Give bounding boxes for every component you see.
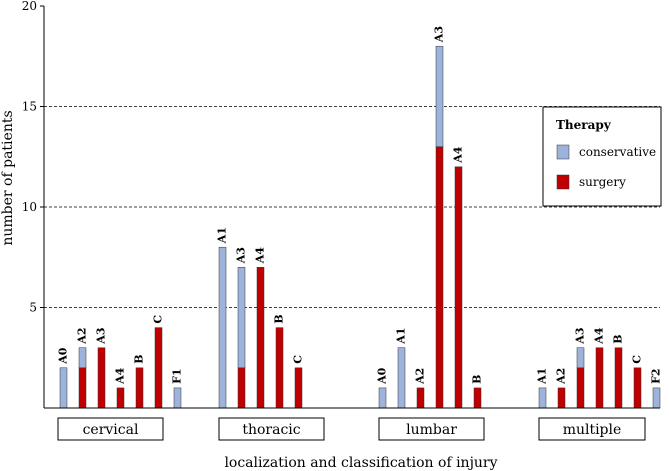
bar-segment-surgery	[237, 367, 246, 409]
bar-segment-surgery	[116, 387, 125, 409]
bar-label: A3	[433, 26, 446, 43]
bar-segment-conservative	[78, 347, 87, 369]
bar-labels: A0 A2 A3 A4 B C F1 A1 A3 A4 B C A0 A1 A2 A3 A4 B A1 A2 A3 A4 B…	[57, 26, 663, 385]
group-label: thoracic	[242, 422, 300, 438]
bar-label: C	[152, 315, 165, 324]
bar-label: A0	[57, 347, 70, 365]
bar-label: F1	[171, 368, 184, 383]
bar-label: B	[273, 314, 286, 323]
bar-segment-conservative	[435, 45, 444, 147]
x-axis-label: localization and classification of injur…	[224, 455, 497, 471]
legend-label-surgery: surgery	[579, 175, 626, 189]
bar-label: A0	[376, 367, 389, 385]
bar-label: A2	[76, 327, 89, 344]
bar-label: C	[292, 355, 305, 364]
bar-label: A3	[95, 327, 108, 344]
bar-segment-surgery	[473, 387, 482, 409]
bar-segment-surgery	[576, 367, 585, 409]
bar-segment-surgery	[633, 367, 642, 409]
bar-segment-conservative	[652, 387, 661, 409]
bar-segment-conservative	[378, 387, 387, 409]
group-label: cervical	[83, 422, 139, 438]
bar-segment-surgery	[78, 367, 87, 409]
bar-segment-surgery	[135, 367, 144, 409]
bar-segment-conservative	[59, 367, 68, 409]
bar-segment-surgery	[154, 327, 163, 409]
bar-label: B	[133, 354, 146, 363]
bar-segment-surgery	[294, 367, 303, 409]
bar-label: A4	[114, 367, 127, 385]
bar-label: A1	[395, 327, 408, 344]
bar-label: A1	[536, 368, 549, 385]
y-axis-label: number of patients	[0, 110, 16, 245]
y-tick-label: 5	[29, 301, 37, 315]
bar-label: A4	[452, 146, 465, 164]
bar-label: C	[631, 355, 644, 364]
bar-segment-surgery	[416, 387, 425, 409]
legend-title: Therapy	[556, 118, 612, 132]
bar-segment-surgery	[256, 267, 265, 409]
bar-segment-surgery	[595, 347, 604, 409]
group-labels: cervical thoracic lumbar multiple	[57, 417, 646, 441]
bar-segment-surgery	[454, 166, 463, 409]
bar-label: A4	[254, 247, 267, 265]
bar-label: A4	[593, 327, 606, 345]
bar-label: F2	[650, 368, 663, 383]
bar-segment-surgery	[97, 347, 106, 409]
group-label-box	[218, 417, 325, 441]
bar-segment-conservative	[576, 347, 585, 369]
bar-segment-surgery	[275, 327, 284, 409]
bar-segment-conservative	[397, 347, 406, 409]
bar-label: B	[471, 375, 484, 384]
y-tick-label: 15	[22, 100, 37, 114]
bar-segment-conservative	[173, 387, 182, 409]
bar-segment-surgery	[557, 387, 566, 409]
bar-segment-conservative	[538, 387, 547, 409]
legend-swatch-surgery	[556, 174, 570, 190]
bar-label: B	[612, 334, 625, 343]
group-label-box	[57, 417, 164, 441]
bar-label: A3	[574, 327, 587, 344]
bar-label: A1	[216, 227, 229, 244]
bar-label: A3	[235, 247, 248, 264]
group-label-box	[378, 417, 485, 441]
axes: 5 10 15 20	[22, 0, 660, 409]
legend-label-conservative: conservative	[579, 145, 656, 159]
y-tick-label: 20	[22, 0, 37, 13]
legend-swatch-conservative	[556, 144, 570, 160]
bar-segment-conservative	[218, 246, 227, 409]
gridlines	[44, 106, 660, 308]
y-tick-label: 10	[22, 200, 37, 214]
bar-segment-surgery	[435, 146, 444, 409]
group-label: lumbar	[406, 422, 457, 438]
bars	[59, 45, 661, 409]
legend: Therapy conservative surgery	[542, 106, 662, 207]
bar-label: A2	[414, 368, 427, 385]
bar-label: A2	[555, 368, 568, 385]
bar-segment-surgery	[614, 347, 623, 409]
bar-segment-conservative	[237, 267, 246, 369]
group-label: multiple	[563, 422, 622, 438]
group-label-box	[538, 417, 646, 441]
